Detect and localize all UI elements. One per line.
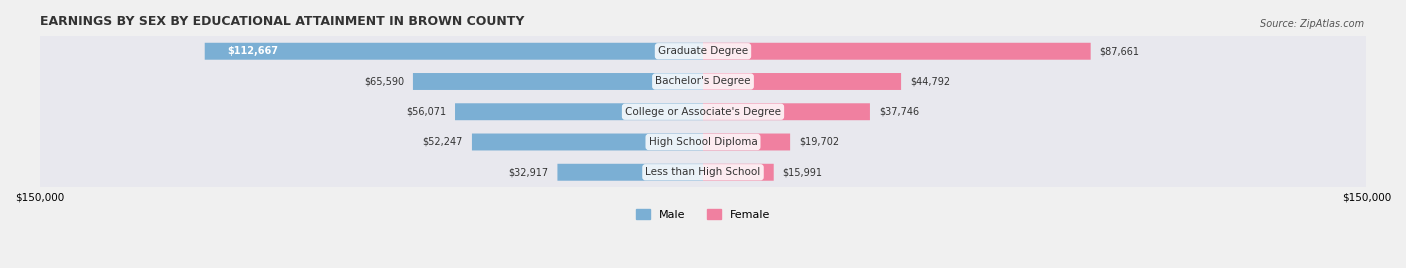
FancyBboxPatch shape	[39, 36, 1367, 67]
Text: EARNINGS BY SEX BY EDUCATIONAL ATTAINMENT IN BROWN COUNTY: EARNINGS BY SEX BY EDUCATIONAL ATTAINMEN…	[39, 15, 524, 28]
Text: $44,792: $44,792	[910, 76, 950, 87]
FancyBboxPatch shape	[703, 103, 870, 120]
FancyBboxPatch shape	[703, 43, 1091, 60]
Text: Bachelor's Degree: Bachelor's Degree	[655, 76, 751, 87]
Text: $87,661: $87,661	[1099, 46, 1139, 56]
Text: College or Associate's Degree: College or Associate's Degree	[626, 107, 780, 117]
Text: High School Diploma: High School Diploma	[648, 137, 758, 147]
FancyBboxPatch shape	[456, 103, 703, 120]
FancyBboxPatch shape	[39, 126, 1367, 157]
FancyBboxPatch shape	[39, 157, 1367, 188]
Text: $15,991: $15,991	[783, 167, 823, 177]
FancyBboxPatch shape	[39, 96, 1367, 127]
Legend: Male, Female: Male, Female	[631, 205, 775, 224]
FancyBboxPatch shape	[472, 133, 703, 150]
FancyBboxPatch shape	[703, 73, 901, 90]
Text: $52,247: $52,247	[423, 137, 463, 147]
Text: Less than High School: Less than High School	[645, 167, 761, 177]
Text: $65,590: $65,590	[364, 76, 404, 87]
Text: $56,071: $56,071	[406, 107, 446, 117]
FancyBboxPatch shape	[413, 73, 703, 90]
Text: Graduate Degree: Graduate Degree	[658, 46, 748, 56]
FancyBboxPatch shape	[703, 133, 790, 150]
Text: $37,746: $37,746	[879, 107, 920, 117]
Text: $19,702: $19,702	[799, 137, 839, 147]
FancyBboxPatch shape	[39, 66, 1367, 97]
Text: $112,667: $112,667	[226, 46, 278, 56]
FancyBboxPatch shape	[703, 164, 773, 181]
FancyBboxPatch shape	[557, 164, 703, 181]
Text: $32,917: $32,917	[509, 167, 548, 177]
FancyBboxPatch shape	[205, 43, 703, 60]
Text: Source: ZipAtlas.com: Source: ZipAtlas.com	[1260, 19, 1364, 29]
